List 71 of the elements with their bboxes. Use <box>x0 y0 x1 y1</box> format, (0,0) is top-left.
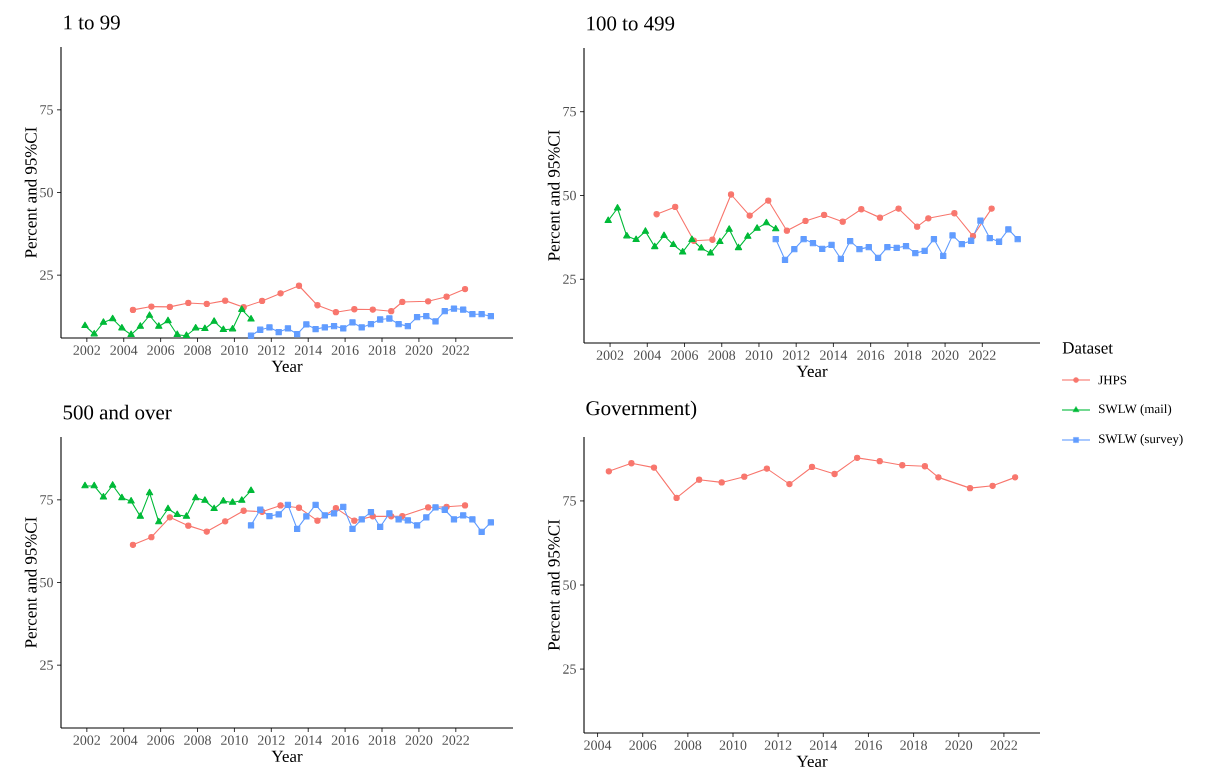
x-tick-label: 2004 <box>584 740 612 750</box>
x-tick-label: 2016 <box>857 350 885 360</box>
x-tick-label: 2012 <box>782 350 810 360</box>
legend-label: JHPS <box>1098 375 1127 385</box>
x-tick-label: 2016 <box>855 740 882 750</box>
x-tick-label: 2004 <box>110 735 138 745</box>
x-tick-label: 2022 <box>990 740 1018 750</box>
y-tick-label: 25 <box>563 664 576 674</box>
y-tick-label: 25 <box>563 274 576 284</box>
x-tick-label: 2014 <box>294 345 322 355</box>
x-tick-label: 2014 <box>809 740 838 750</box>
legend-title: Dataset <box>1062 342 1113 354</box>
x-tick-label: 2018 <box>368 345 396 355</box>
x-tick-label: 2014 <box>820 350 848 360</box>
chart-title: 500 and over <box>63 404 172 420</box>
x-tick-label: 2008 <box>708 350 736 360</box>
x-tick-label: 2012 <box>257 345 285 355</box>
x-tick-label: 2004 <box>110 345 138 355</box>
x-tick-label: 2014 <box>294 735 322 745</box>
x-tick-label: 2010 <box>221 345 248 355</box>
x-tick-label: 2020 <box>931 350 959 360</box>
x-tick-label: 2008 <box>674 740 702 750</box>
x-tick-label: 2002 <box>73 735 101 745</box>
x-tick-label: 2002 <box>596 350 624 360</box>
x-tick-label: 2018 <box>894 350 922 360</box>
x-tick-label: 2004 <box>633 350 662 360</box>
x-tick-label: 2010 <box>221 735 248 745</box>
x-tick-label: 2016 <box>331 735 359 745</box>
x-tick-label: 2016 <box>331 345 359 355</box>
x-tick-label: 2022 <box>968 350 996 360</box>
chart-title: 1 to 99 <box>64 15 120 30</box>
y-tick-label: 25 <box>40 270 53 280</box>
y-axis-title: Percent and 95%CI <box>547 519 560 651</box>
x-tick-label: 2020 <box>945 740 973 750</box>
x-axis-title: Year <box>271 360 303 373</box>
x-tick-label: 2008 <box>184 735 211 745</box>
x-tick-label: 2020 <box>405 735 433 745</box>
x-tick-label: 2022 <box>442 735 469 745</box>
x-tick-label: 2012 <box>257 735 285 745</box>
x-tick-label: 2012 <box>764 740 792 750</box>
y-tick-label: 50 <box>40 187 53 198</box>
x-tick-label: 2006 <box>147 735 175 745</box>
y-tick-label: 75 <box>40 495 53 505</box>
y-tick-label: 25 <box>40 660 53 670</box>
x-tick-label: 2018 <box>368 735 396 745</box>
x-tick-label: 2006 <box>671 350 699 360</box>
y-tick-label: 75 <box>563 496 576 506</box>
legend-label: SWLW (mail) <box>1099 404 1172 416</box>
x-axis-title: Year <box>271 750 303 763</box>
legend-label: SWLW (survey) <box>1099 434 1183 446</box>
chart-title: Government) <box>586 400 697 420</box>
y-tick-label: 50 <box>563 580 576 590</box>
x-tick-label: 2018 <box>900 740 928 750</box>
y-tick-label: 75 <box>40 105 53 115</box>
x-tick-label: 2010 <box>719 740 747 750</box>
x-tick-label: 2002 <box>73 345 101 355</box>
x-tick-label: 2008 <box>184 345 211 355</box>
chart-title: 100 to 499 <box>587 16 675 31</box>
y-tick-label: 75 <box>563 107 576 117</box>
y-tick-label: 50 <box>563 190 576 201</box>
x-tick-label: 2020 <box>405 345 433 355</box>
y-axis-title: Percent and 95%CI <box>24 127 37 258</box>
y-axis-title: Percent and 95%CI <box>24 517 37 648</box>
y-tick-label: 50 <box>40 577 53 588</box>
x-axis-title: Year <box>796 755 828 768</box>
x-tick-label: 2006 <box>147 345 175 355</box>
x-tick-label: 2006 <box>629 740 657 750</box>
x-axis-title: Year <box>796 365 828 378</box>
y-axis-title: Percent and 95%CI <box>547 130 560 261</box>
x-tick-label: 2010 <box>745 350 773 360</box>
x-tick-label: 2022 <box>442 345 469 355</box>
